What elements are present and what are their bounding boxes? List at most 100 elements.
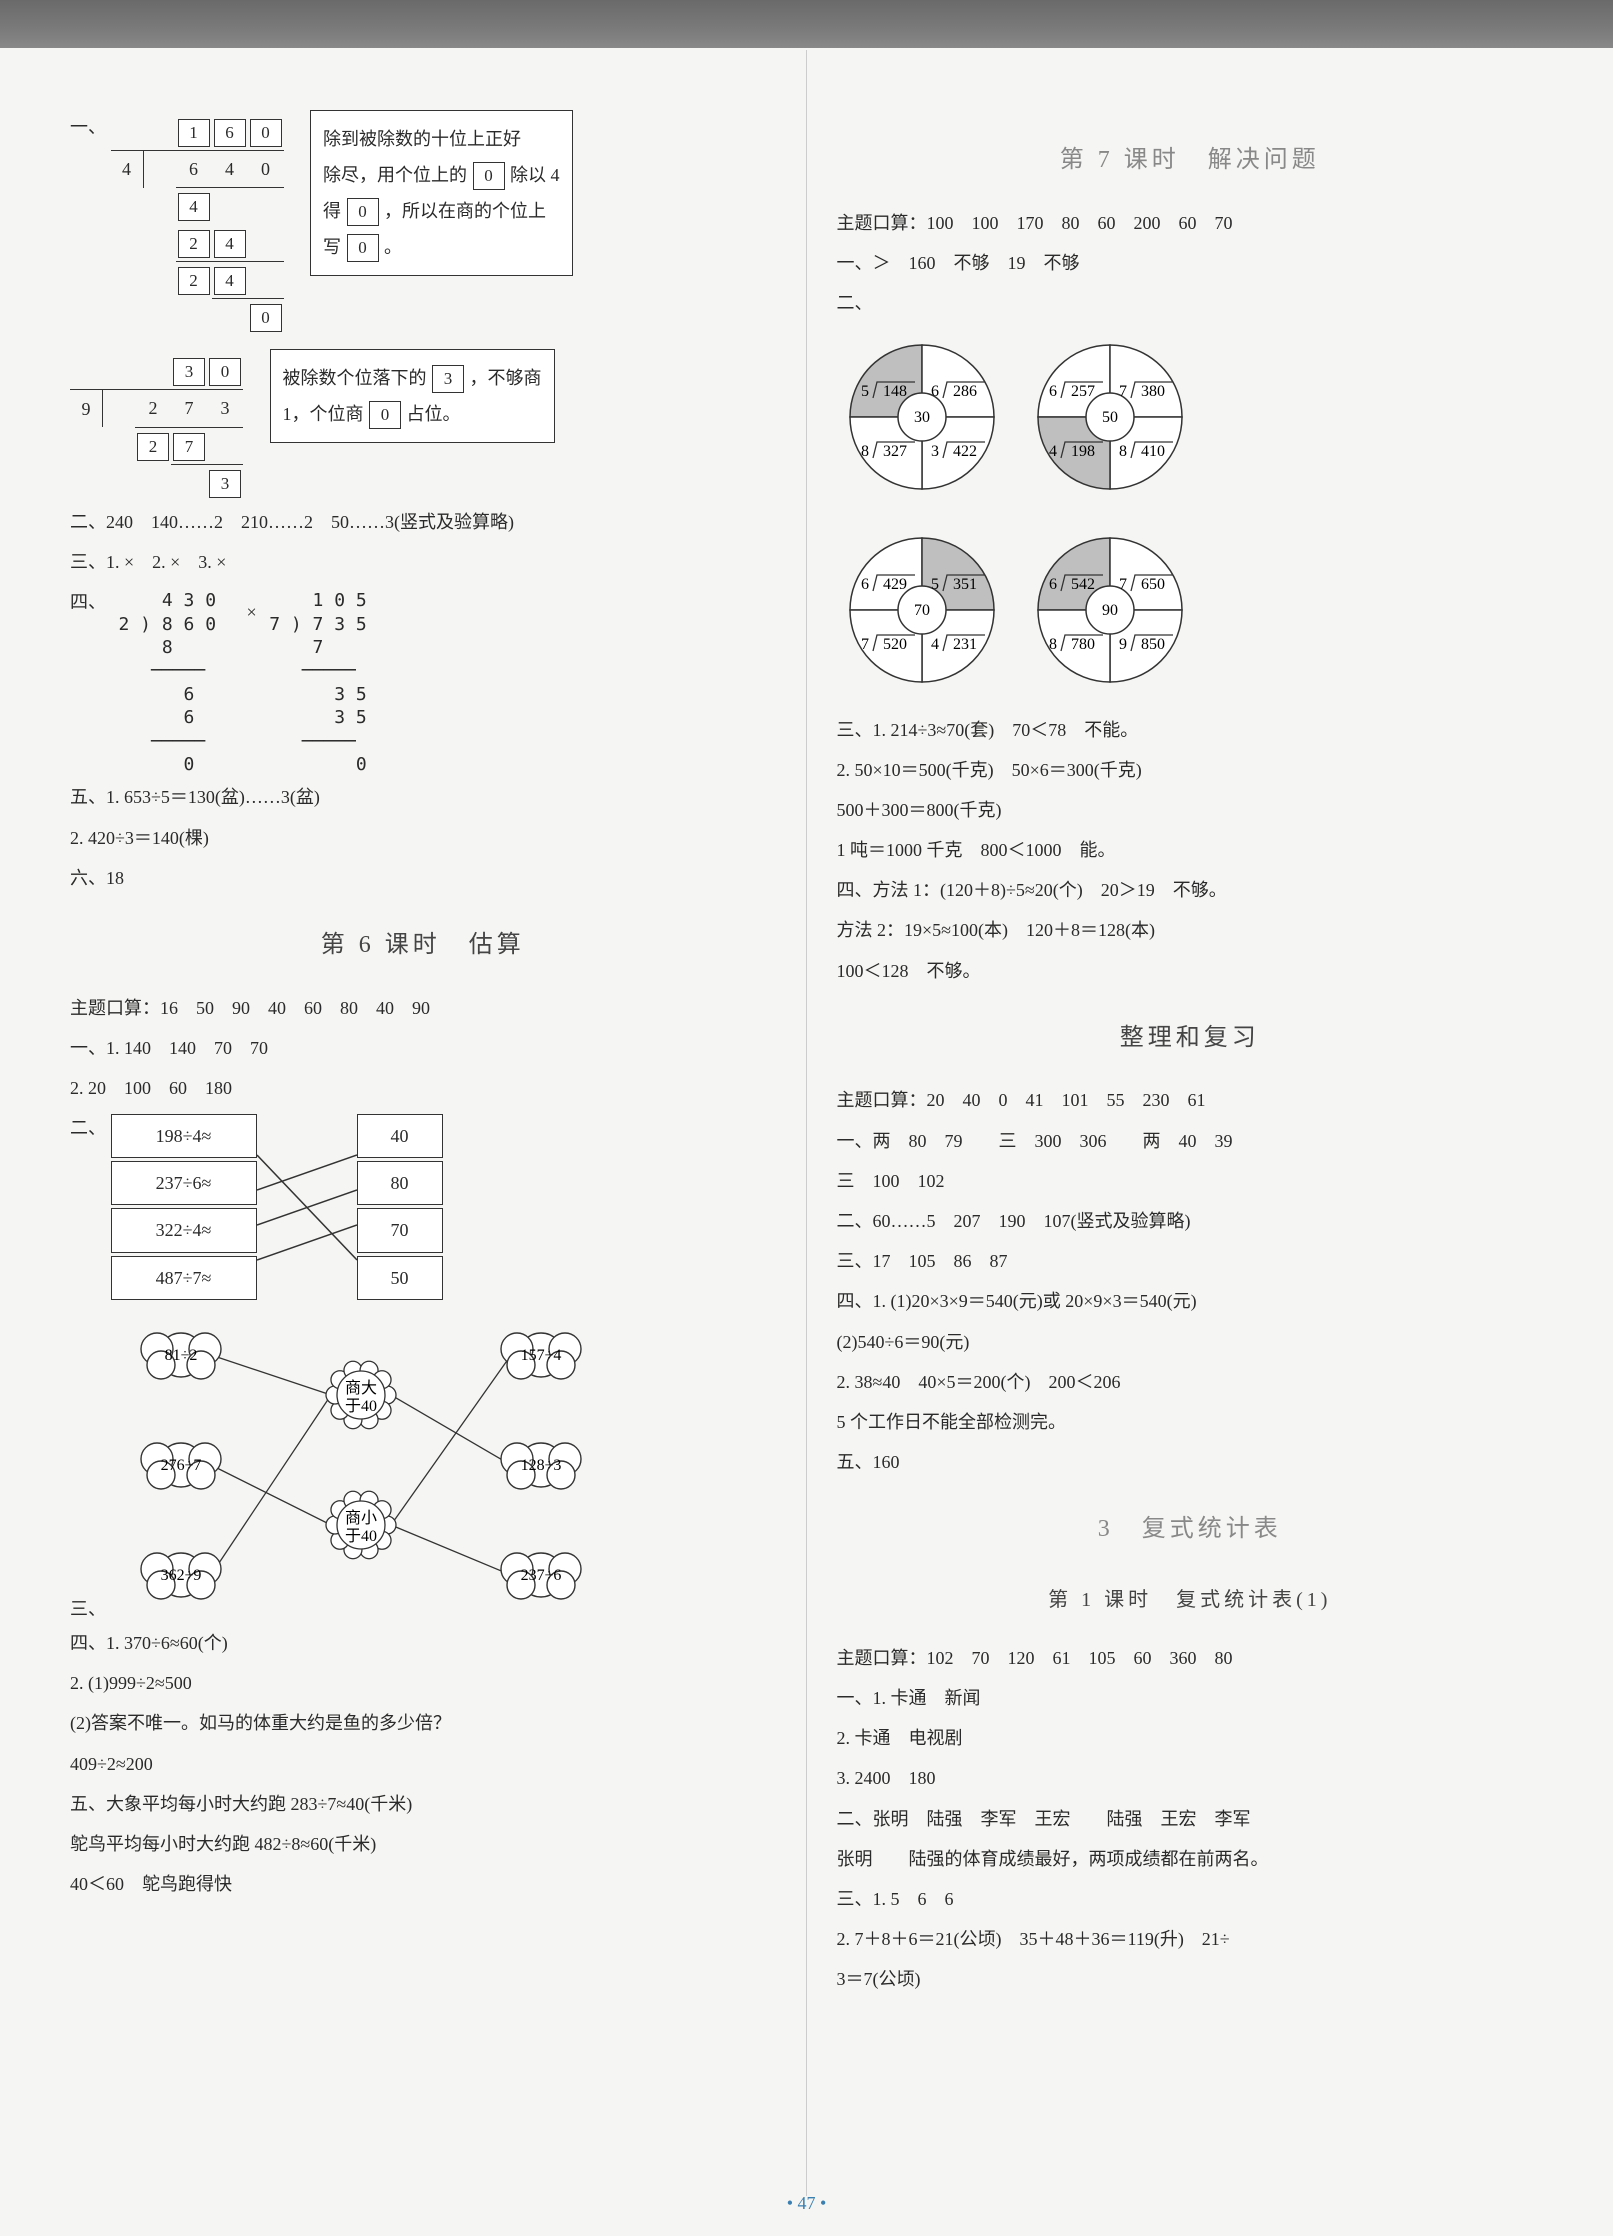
u3-2b: 张明 陆强的体育成绩最好，两项成绩都在前两名。: [837, 1842, 1544, 1876]
longdiv-1-block: 一、 1 6 0 4 6 4 0 4: [70, 110, 776, 339]
svg-text:198: 198: [1071, 443, 1095, 460]
rv-4-2b: 5 个工作日不能全部检测完。: [837, 1405, 1544, 1439]
note-2: 被除数个位落下的 3 ，不够商 1，个位商 0 占位。: [270, 349, 555, 443]
svg-text:157÷4: 157÷4: [520, 1347, 561, 1364]
sec3: 三、1. × 2. × 3. ×: [70, 545, 776, 579]
l6-sec2-match: 二、 198÷4≈237÷6≈322÷4≈487÷7≈ 40807050: [70, 1111, 776, 1303]
svg-text:542: 542: [1071, 576, 1095, 593]
sec6: 六、18: [70, 861, 776, 895]
cloud-diagram: 81÷2276÷7362÷9157÷4128÷3237÷6商大于40商小于40: [111, 1315, 631, 1615]
wheel-0: 305148628683273422: [837, 332, 1007, 513]
svg-text:于40: 于40: [344, 1528, 376, 1545]
rv-1b: 三 100 102: [837, 1164, 1544, 1198]
l6-kousuan: 主题口算：16 50 90 40 60 80 40 90: [70, 991, 776, 1025]
l6-2: 2. 20 100 60 180: [70, 1071, 776, 1105]
svg-text:362÷9: 362÷9: [160, 1567, 201, 1584]
l6-4-2a: 2. (1)999÷2≈500: [70, 1666, 776, 1700]
match-left-2: 322÷4≈: [111, 1208, 257, 1252]
u3-1-1: 一、1. 卡通 新闻: [837, 1681, 1544, 1715]
match-right-0: 40: [357, 1114, 443, 1158]
r4c: 100＜128 不够。: [837, 954, 1544, 988]
svg-text:3: 3: [931, 443, 939, 460]
r3-2c: 1 吨＝1000 千克 800＜1000 能。: [837, 833, 1544, 867]
l6-5c: 40＜60 鸵鸟跑得快: [70, 1867, 776, 1901]
svg-text:6: 6: [1049, 383, 1057, 400]
svg-text:380: 380: [1141, 383, 1165, 400]
l6-5a: 五、大象平均每小时大约跑 283÷7≈40(千米): [70, 1787, 776, 1821]
svg-text:429: 429: [883, 576, 907, 593]
r3-2b: 500＋300＝800(千克): [837, 793, 1544, 827]
sec4: 四、 4 3 0 2 ) 8 6 0 8 ───── 6 6 ───── 0 ×…: [70, 585, 776, 780]
svg-text:286: 286: [953, 383, 977, 400]
svg-text:商小: 商小: [344, 1509, 376, 1527]
r4b: 方法 2：19×5≈100(本) 120＋8＝128(本): [837, 913, 1544, 947]
l6-1: 一、1. 140 140 70 70: [70, 1031, 776, 1065]
sec4-div-b: 1 0 5 7 ) 7 3 5 7 ───── 3 5 3 5 ───── 0: [269, 589, 367, 776]
wheel-3: 906542765087809850: [1025, 525, 1195, 706]
wheel-2: 706429535175204231: [837, 525, 1007, 706]
svg-text:128÷3: 128÷3: [520, 1457, 561, 1474]
r4a: 四、方法 1：(120＋8)÷5≈20(个) 20＞19 不够。: [837, 873, 1544, 907]
svg-text:4: 4: [931, 636, 939, 653]
l6-4-2c: 409÷2≈200: [70, 1747, 776, 1781]
r1: 一、＞ 160 不够 19 不够: [837, 246, 1544, 280]
wheels: 3051486286832734225062577380419884107064…: [837, 326, 1544, 712]
rv-2: 二、60……5 207 190 107(竖式及验算略): [837, 1204, 1544, 1238]
l6-4-2b: (2)答案不唯一。如马的体重大约是鱼的多少倍？: [70, 1706, 776, 1740]
svg-text:6: 6: [931, 383, 939, 400]
page-number: • 47 •: [0, 2186, 1613, 2220]
svg-text:7: 7: [1119, 576, 1127, 593]
r3-2a: 2. 50×10＝500(千克) 50×6＝300(千克): [837, 753, 1544, 787]
u3-3-1: 三、1. 5 6 6: [837, 1882, 1544, 1916]
sec1-label: 一、: [70, 117, 106, 137]
svg-text:6: 6: [1049, 576, 1057, 593]
svg-text:237÷6: 237÷6: [520, 1567, 561, 1584]
longdiv-1: 1 6 0 4 6 4 0 4 24 24 0: [111, 114, 284, 335]
svg-text:于40: 于40: [344, 1398, 376, 1415]
sec5-1: 五、1. 653÷5＝130(盆)……3(盆): [70, 780, 776, 814]
r3-1: 三、1. 214÷3≈70(套) 70＜78 不能。: [837, 713, 1544, 747]
svg-text:257: 257: [1071, 383, 1095, 400]
l6-sec3-clouds: 三、 81÷2276÷7362÷9157÷4128÷3237÷6商大于40商小于…: [70, 1315, 776, 1626]
r2-label: 二、: [837, 293, 873, 313]
svg-text:276÷7: 276÷7: [160, 1457, 201, 1474]
rv-kousuan: 主题口算：20 40 0 41 101 55 230 61: [837, 1083, 1544, 1117]
rv-1: 一、两 80 79 三 300 306 两 40 39: [837, 1124, 1544, 1158]
match-left-0: 198÷4≈: [111, 1114, 257, 1158]
svg-text:327: 327: [883, 443, 907, 460]
svg-text:422: 422: [953, 443, 977, 460]
u3-1-3: 3. 2400 180: [837, 1761, 1544, 1795]
svg-text:70: 70: [914, 602, 930, 619]
l6-4-1: 四、1. 370÷6≈60(个): [70, 1626, 776, 1660]
svg-text:8: 8: [1119, 443, 1127, 460]
svg-text:30: 30: [914, 409, 930, 426]
right-column: 第 7 课时 解决问题 主题口算：100 100 170 80 60 200 6…: [807, 50, 1574, 2196]
unit3-title: 3 复式统计表: [837, 1507, 1544, 1553]
match-right-1: 80: [357, 1161, 443, 1205]
l6-5b: 鸵鸟平均每小时大约跑 482÷8≈60(千米): [70, 1827, 776, 1861]
svg-text:148: 148: [883, 383, 907, 400]
sec2: 二、240 140……2 210……2 50……3(竖式及验算略): [70, 505, 776, 539]
rv-3: 三、17 105 86 87: [837, 1244, 1544, 1278]
rv-5: 五、160: [837, 1445, 1544, 1479]
svg-text:231: 231: [953, 636, 977, 653]
u3-1-2: 2. 卡通 电视剧: [837, 1721, 1544, 1755]
note-1: 除到被除数的十位上正好 除尽，用个位上的 0 除以 4 得 0 ，所以在商的个位…: [310, 110, 573, 276]
u3-3-2b: 3＝7(公顷): [837, 1962, 1544, 1996]
svg-text:7: 7: [861, 636, 869, 653]
left-column: 一、 1 6 0 4 6 4 0 4: [40, 50, 807, 2196]
wheel-1: 506257738041988410: [1025, 332, 1195, 513]
u3-3-2: 2. 7＋8＋6＝21(公顷) 35＋48＋36＝119(升) 21÷: [837, 1922, 1544, 1956]
svg-text:650: 650: [1141, 576, 1165, 593]
sec4-div-a: 4 3 0 2 ) 8 6 0 8 ───── 6 6 ───── 0: [119, 589, 217, 776]
svg-text:90: 90: [1102, 602, 1118, 619]
sec5-2: 2. 420÷3＝140(棵): [70, 821, 776, 855]
svg-text:7: 7: [1119, 383, 1127, 400]
svg-text:351: 351: [953, 576, 977, 593]
svg-text:410: 410: [1141, 443, 1165, 460]
svg-text:780: 780: [1071, 636, 1095, 653]
svg-text:9: 9: [1119, 636, 1127, 653]
svg-text:81÷2: 81÷2: [164, 1347, 197, 1364]
svg-text:8: 8: [1049, 636, 1057, 653]
rv-4-1: 四、1. (1)20×3×9＝540(元)或 20×9×3＝540(元): [837, 1284, 1544, 1318]
